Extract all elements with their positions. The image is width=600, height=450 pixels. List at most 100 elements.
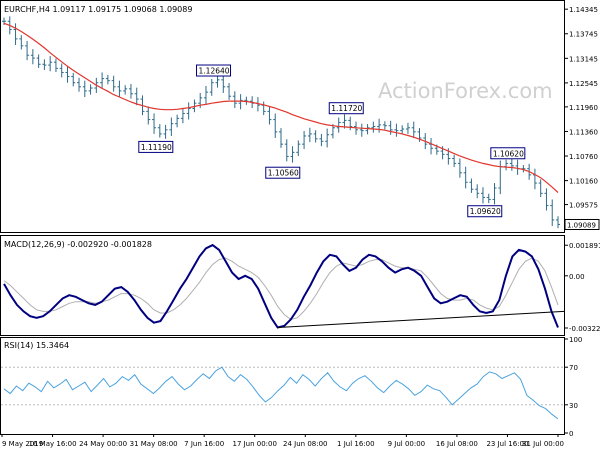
price-label: 1.12640 [196,64,232,77]
price-annotations: 1.12640 1.11190 1.10560 1.11720 1.09620 1.106… [138,64,526,218]
price-bar [325,128,330,148]
price-bar [267,106,272,125]
price-bar [100,72,105,89]
price-bar [544,188,549,211]
x-tick-label: 16 Jul 08:00 [436,440,478,448]
price-bar [273,113,278,139]
x-tick-label: 31 Jul 00:00 [522,440,564,448]
price-bar [186,102,191,120]
x-tick-label: 1 Jul 16:00 [337,440,375,448]
price-bar [215,74,220,88]
price-bar [382,121,387,130]
price-bar [25,40,30,61]
price-bar [486,193,491,204]
price-tick-label: 1.09575 [569,202,598,210]
watermark: ActionForex.com [378,79,553,103]
price-bar [475,184,480,199]
price-bar [388,120,393,135]
price-bar [429,138,434,155]
macd-signal-line [3,257,559,320]
macd-tick-label: 0.00 [569,273,585,281]
price-bar [238,94,243,110]
rsi-tick-label: 100 [569,336,582,344]
price-bar [65,66,70,83]
price-label: 1.11720 [328,102,364,115]
price-bar [152,113,157,134]
price-bar [123,85,128,95]
price-bar [227,83,232,100]
price-bar [515,159,520,175]
price-bar [244,96,249,105]
x-tick-label: 24 Jun 08:00 [283,440,327,448]
price-label: 1.09620 [467,205,503,218]
price-bar [319,133,324,147]
price-tick-label: 1.11960 [569,104,598,112]
price-label: 1.10560 [265,166,301,179]
price-bar [36,54,41,68]
macd-trendline [277,310,565,329]
price-bar [492,183,497,205]
macd-tick-label: -0.003228 [569,325,600,333]
price-bar [411,121,416,139]
price-bar [296,140,301,157]
macd-tick-label: 0.001891 [569,242,600,250]
x-tick-label: 16 May 16:00 [29,440,77,448]
svg-text:1.09620: 1.09620 [470,207,501,216]
price-bar [400,125,405,135]
rsi-panel [0,337,565,435]
price-bar [307,127,312,143]
svg-text:1.10560: 1.10560 [268,169,299,178]
price-bar [457,158,462,178]
price-tick-label: 1.13145 [569,55,598,63]
price-bar [157,124,162,138]
ema-line [3,22,559,193]
price-bar [203,85,208,105]
price-bar [290,146,295,163]
price-bar [42,59,47,71]
price-axis: 1.14345 1.13745 1.13145 1.12545 1.11960 1.113… [564,6,600,230]
price-bar [232,91,237,109]
price-tick-label: 1.10160 [569,178,598,186]
price-bar [509,158,514,171]
price-bar [405,122,410,134]
price-bar [77,77,82,92]
x-tick-label: 9 May 2019 [2,440,43,448]
svg-text:1.11190: 1.11190 [141,143,172,152]
svg-text:1.09089: 1.09089 [567,221,596,229]
current-price-label: 1.09089 [564,218,600,230]
price-bar [284,139,289,162]
price-panel-title: EURCHF,H4 1.09117 1.09175 1.09068 1.0908… [4,5,192,14]
rsi-line [3,366,559,420]
price-bar [192,99,197,113]
price-bar [19,35,24,50]
price-bar [556,216,560,229]
rsi-axis: 100 70 30 0 [564,336,582,438]
price-bar [71,72,76,87]
x-tick-label: 17 Jun 00:00 [232,440,276,448]
price-bar [163,124,168,139]
price-bars [2,16,560,229]
macd-panel [0,235,565,336]
rsi-tick-label: 0 [569,430,573,438]
price-tick-label: 1.10760 [569,153,598,161]
price-bar [88,84,93,95]
price-bar [452,154,457,168]
price-bar [371,121,376,133]
svg-text:1.11720: 1.11720 [331,104,362,113]
price-bar [532,168,537,190]
price-bar [128,83,133,99]
price-bar [209,79,214,96]
price-label: 1.11190 [138,140,174,153]
price-bar [111,75,116,92]
price-bar [59,63,64,78]
price-tick-label: 1.11360 [569,128,598,136]
price-bar [550,199,555,227]
price-bar [53,58,58,73]
macd-line [3,243,559,329]
price-bar [498,160,503,195]
rsi-reference-lines [1,366,564,406]
price-bar [82,80,87,98]
svg-text:1.10620: 1.10620 [493,149,524,158]
